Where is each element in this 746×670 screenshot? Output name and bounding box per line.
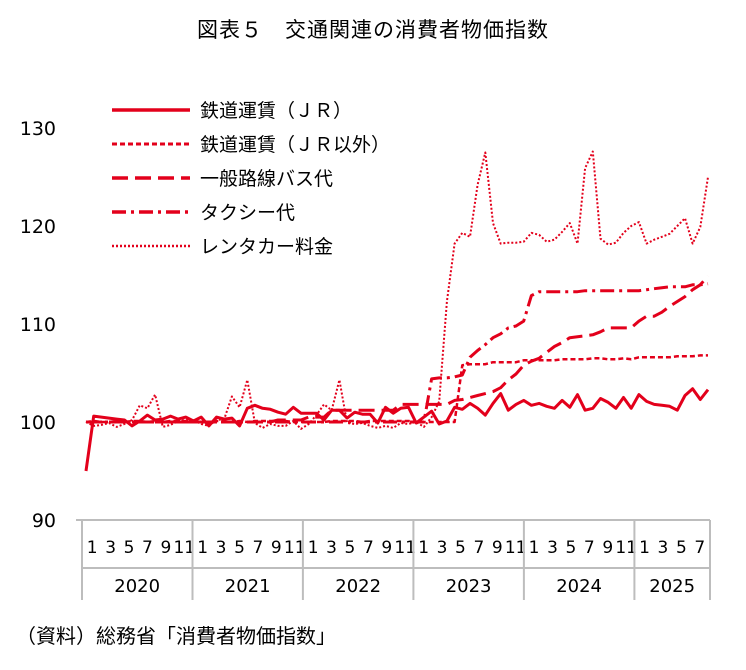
series-layer [84,150,710,472]
x-month-tick: 5 [234,538,245,558]
x-month-tick: 1 [197,538,208,558]
x-month-tick: 9 [160,538,171,558]
x-month-tick: 5 [676,538,687,558]
y-tick-label: 130 [20,118,56,140]
x-month-tick: 11 [394,538,416,558]
x-month-tick: 3 [658,538,669,558]
x-month-tick: 5 [455,538,466,558]
series-line-5 [85,150,709,430]
x-month-tick: 7 [363,538,374,558]
x-year-label: 2022 [335,576,381,597]
x-month-tick: 5 [124,538,135,558]
x-month-tick: 9 [381,538,392,558]
legend-label-2: 鉄道運賃（ＪＲ以外） [200,134,390,156]
x-month-tick: 11 [615,538,637,558]
x-month-tick: 1 [639,538,650,558]
y-tick-label: 90 [32,510,56,532]
x-month-tick: 5 [565,538,576,558]
x-month-tick: 7 [252,538,263,558]
x-month-tick: 3 [437,538,448,558]
x-month-tick: 11 [505,538,527,558]
x-year-label: 2025 [649,576,695,597]
series-line-4 [86,282,709,424]
legend-label-3: 一般路線バス代 [200,168,333,190]
chart-title: 図表５ 交通関連の消費者物価指数 [197,18,549,42]
x-month-tick: 7 [584,538,595,558]
x-month-tick: 7 [694,538,705,558]
source-note: （資料）総務省「消費者物価指数」 [16,624,336,648]
y-tick-label: 120 [20,216,56,238]
x-month-tick: 11 [173,538,195,558]
x-month-tick: 7 [142,538,153,558]
x-month-tick: 3 [216,538,227,558]
y-tick-label: 100 [20,412,56,434]
x-month-tick: 5 [345,538,356,558]
x-month-tick: 9 [271,538,282,558]
x-month-tick: 1 [87,538,98,558]
x-month-tick: 1 [308,538,319,558]
series-line-3 [86,275,710,424]
x-month-tick: 1 [529,538,540,558]
x-month-tick: 7 [473,538,484,558]
legend-label-1: 鉄道運賃（ＪＲ） [200,100,352,122]
legend-label-5: レンタカー料金 [200,236,333,258]
x-year-label: 2023 [446,576,492,597]
x-month-tick: 1 [418,538,429,558]
x-month-tick: 3 [326,538,337,558]
x-month-tick: 3 [547,538,558,558]
x-month-tick: 3 [105,538,116,558]
x-year-label: 2024 [556,576,602,597]
x-year-label: 2020 [114,576,160,597]
x-year-label: 2021 [225,576,271,597]
x-month-tick: 9 [602,538,613,558]
x-month-tick: 9 [492,538,503,558]
x-month-tick: 11 [284,538,306,558]
y-tick-label: 110 [20,314,56,336]
series-line-1 [84,387,710,472]
legend-label-4: タクシー代 [200,202,295,224]
